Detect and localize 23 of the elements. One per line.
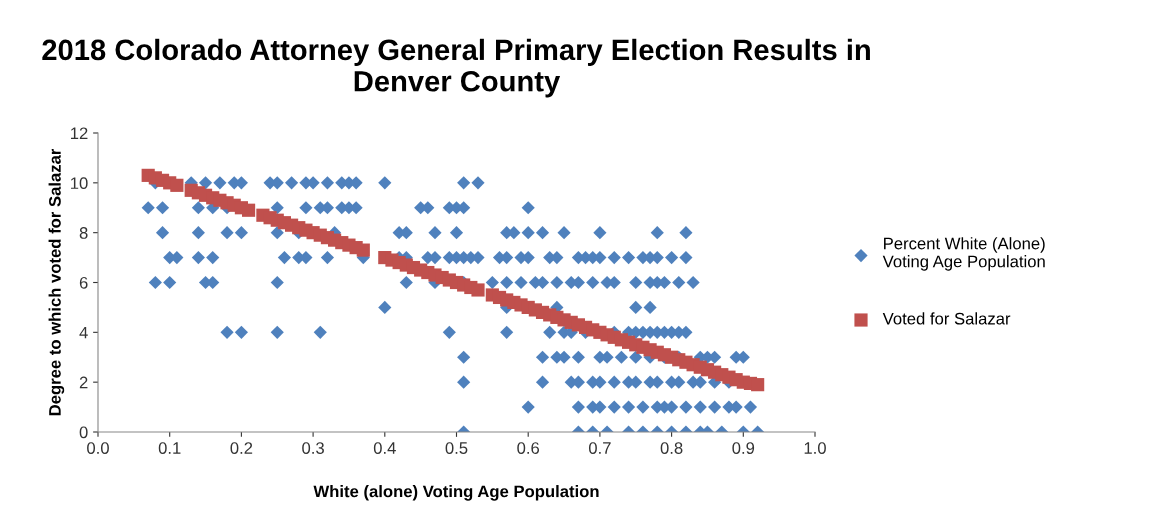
y-tick-label: 6 <box>79 276 88 289</box>
x-axis-title: White (alone) Voting Age Population <box>313 485 599 501</box>
chart-title: 2018 Colorado Attorney General Primary Election Results in Denver County <box>42 38 870 98</box>
y-tick-label: 2 <box>79 376 88 389</box>
x-tick-label: 0.0 <box>87 442 109 454</box>
y-tick-label: 4 <box>79 326 88 339</box>
x-tick-label: 0.9 <box>732 442 755 454</box>
x-tick-label: 0.4 <box>373 442 396 454</box>
x-tick-label: 0.5 <box>445 442 468 454</box>
y-axis-title: Degree to which voted for Salazar <box>48 148 65 416</box>
x-tick-label: 0.3 <box>302 442 324 454</box>
y-tick-label: 0 <box>79 426 88 439</box>
legend-label: Percent White (Alone) Voting Age Population <box>882 237 1045 271</box>
x-tick-label: 0.2 <box>230 442 253 454</box>
y-tick-label: 8 <box>79 227 88 239</box>
y-tick-label: 12 <box>71 127 88 140</box>
legend-label: Voted for Salazar <box>882 312 1011 325</box>
x-tick-label: 0.8 <box>660 442 683 454</box>
x-tick-label: 1.0 <box>804 442 826 454</box>
x-tick-label: 0.6 <box>517 442 540 454</box>
x-tick-label: 0.1 <box>158 442 181 454</box>
x-tick-label: 0.7 <box>588 442 611 454</box>
y-tick-label: 10 <box>71 177 88 190</box>
